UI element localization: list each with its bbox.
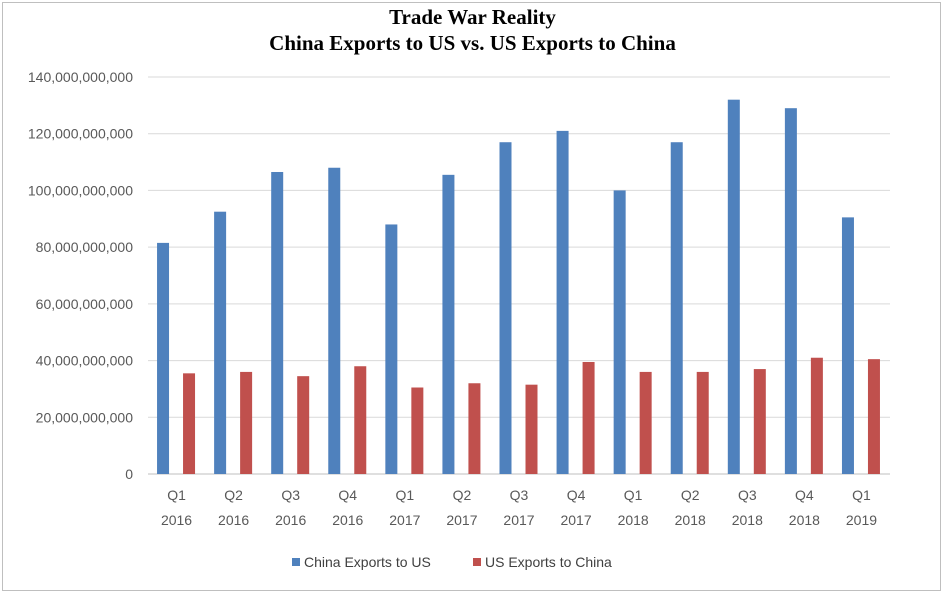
x-tick-label-year: 2018 bbox=[618, 512, 649, 528]
chart-subtitle: China Exports to US vs. US Exports to Ch… bbox=[269, 31, 676, 55]
bar-china-exports bbox=[271, 171, 284, 474]
x-tick-label-year: 2016 bbox=[332, 512, 363, 528]
x-tick-label-quarter: Q1 bbox=[624, 487, 643, 503]
x-tick-label-year: 2017 bbox=[560, 512, 591, 528]
bar-china-exports bbox=[328, 167, 341, 474]
x-tick-label-year: 2017 bbox=[389, 512, 420, 528]
legend-label-china-exports: China Exports to US bbox=[304, 554, 431, 570]
bar-china-exports bbox=[157, 242, 170, 474]
x-tick-label-quarter: Q2 bbox=[224, 487, 243, 503]
x-tick-label-quarter: Q3 bbox=[281, 487, 300, 503]
bar-us-exports bbox=[639, 371, 652, 474]
x-tick-label-quarter: Q1 bbox=[852, 487, 871, 503]
bar-us-exports bbox=[525, 384, 538, 474]
bar-us-exports bbox=[183, 373, 196, 474]
chart-title: Trade War Reality bbox=[389, 5, 556, 29]
bar-us-exports bbox=[582, 361, 595, 474]
legend-swatch-us-exports bbox=[473, 558, 481, 566]
x-tick-label-quarter: Q2 bbox=[681, 487, 700, 503]
x-tick-label-year: 2018 bbox=[789, 512, 820, 528]
x-tick-label-year: 2017 bbox=[503, 512, 534, 528]
bar-china-exports bbox=[841, 217, 854, 474]
bar-china-exports bbox=[499, 142, 512, 474]
x-tick-label-quarter: Q4 bbox=[567, 487, 586, 503]
bar-china-exports bbox=[556, 130, 569, 474]
y-tick-label: 120,000,000,000 bbox=[28, 126, 133, 142]
x-tick-label-year: 2018 bbox=[732, 512, 763, 528]
legend-swatch-china-exports bbox=[292, 558, 300, 566]
x-tick-label-year: 2016 bbox=[218, 512, 249, 528]
bar-us-exports bbox=[696, 371, 709, 474]
y-tick-label: 20,000,000,000 bbox=[36, 409, 134, 425]
bar-us-exports bbox=[810, 357, 823, 474]
x-tick-label-year: 2018 bbox=[675, 512, 706, 528]
bar-us-exports bbox=[411, 387, 424, 474]
x-tick-label-quarter: Q2 bbox=[453, 487, 472, 503]
bar-us-exports bbox=[867, 359, 880, 474]
bar-china-exports bbox=[784, 108, 797, 474]
x-tick-label-year: 2016 bbox=[275, 512, 306, 528]
bar-us-exports bbox=[297, 376, 310, 474]
bar-us-exports bbox=[468, 383, 481, 474]
bar-china-exports bbox=[613, 190, 626, 474]
bar-china-exports bbox=[670, 142, 683, 474]
bar-us-exports bbox=[240, 371, 253, 474]
y-tick-label: 80,000,000,000 bbox=[36, 239, 134, 255]
x-tick-label-year: 2019 bbox=[846, 512, 877, 528]
x-tick-label-quarter: Q1 bbox=[167, 487, 186, 503]
chart-title-block: Trade War Reality China Exports to US vs… bbox=[0, 4, 945, 56]
x-tick-label-quarter: Q3 bbox=[510, 487, 529, 503]
bar-china-exports bbox=[727, 99, 740, 474]
x-tick-label-quarter: Q4 bbox=[338, 487, 357, 503]
bar-china-exports bbox=[442, 174, 455, 474]
x-tick-label-year: 2017 bbox=[446, 512, 477, 528]
x-tick-label-quarter: Q3 bbox=[738, 487, 757, 503]
y-tick-label: 0 bbox=[125, 466, 133, 482]
bar-us-exports bbox=[354, 366, 367, 474]
bar-china-exports bbox=[385, 224, 398, 474]
y-tick-label: 60,000,000,000 bbox=[36, 296, 134, 312]
y-tick-label: 140,000,000,000 bbox=[28, 69, 133, 85]
y-tick-label: 100,000,000,000 bbox=[28, 182, 133, 198]
y-tick-label: 40,000,000,000 bbox=[36, 353, 134, 369]
x-tick-label-quarter: Q4 bbox=[795, 487, 814, 503]
bar-us-exports bbox=[753, 369, 766, 474]
x-tick-label-quarter: Q1 bbox=[396, 487, 415, 503]
bar-china-exports bbox=[214, 211, 227, 475]
x-tick-label-year: 2016 bbox=[161, 512, 192, 528]
legend-label-us-exports: US Exports to China bbox=[485, 554, 612, 570]
